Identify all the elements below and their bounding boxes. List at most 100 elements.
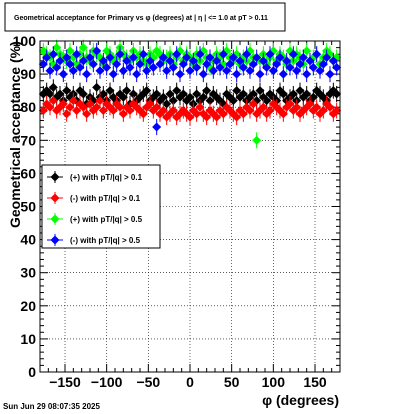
- data-point: [218, 49, 228, 59]
- data-point: [238, 109, 248, 119]
- data-point: [192, 89, 202, 99]
- data-point: [75, 62, 85, 72]
- data-point: [158, 92, 168, 102]
- data-point: [282, 56, 292, 66]
- data-point: [302, 46, 312, 56]
- legend-label: (-) with pT/|q| > 0.1: [70, 194, 141, 203]
- legend-marker: [50, 214, 60, 224]
- data-point: [85, 99, 95, 109]
- y-tick-label: 70: [20, 132, 36, 148]
- data-point: [188, 56, 198, 66]
- data-point: [128, 53, 138, 63]
- data-point: [168, 62, 178, 72]
- legend: (+) with pT/|q| > 0.1 (-) with pT/|q| > 0…: [41, 164, 161, 249]
- legend-marker: [50, 235, 60, 245]
- data-point: [98, 89, 108, 99]
- data-point: [55, 89, 65, 99]
- data-point: [332, 89, 342, 99]
- data-point: [258, 56, 268, 66]
- data-point: [45, 66, 55, 76]
- data-point: [138, 49, 148, 59]
- data-point: [202, 112, 212, 122]
- data-point: [92, 46, 102, 56]
- legend-marker: [50, 172, 60, 182]
- data-point: [55, 56, 65, 66]
- grid-layer: [40, 41, 340, 372]
- data-point: [42, 53, 52, 63]
- data-point: [248, 59, 258, 69]
- data-point: [268, 66, 278, 76]
- data-point: [228, 96, 238, 106]
- data-point: [315, 66, 325, 76]
- data-point: [242, 49, 252, 59]
- data-point: [92, 82, 102, 92]
- data-point: [142, 86, 152, 96]
- legend-label: (+) with pT/|q| > 0.1: [70, 173, 143, 182]
- data-point: [138, 109, 148, 119]
- data-point: [118, 109, 128, 119]
- data-point: [302, 89, 312, 99]
- data-point: [308, 62, 318, 72]
- data-point: [52, 62, 62, 72]
- legend-entry-3: (+) with pT/|q| > 0.5: [47, 213, 143, 225]
- data-point: [158, 106, 168, 116]
- data-point: [265, 49, 275, 59]
- x-tick-label: −100: [91, 374, 123, 390]
- data-point: [172, 86, 182, 96]
- data-point: [152, 89, 162, 99]
- data-point: [78, 102, 88, 112]
- data-point: [275, 53, 285, 63]
- data-point: [95, 96, 105, 106]
- data-point: [125, 106, 135, 116]
- data-point: [95, 66, 105, 76]
- data-point: [65, 102, 75, 112]
- data-point: [115, 102, 125, 112]
- data-point: [38, 106, 48, 116]
- data-point: [152, 122, 162, 132]
- data-point: [182, 53, 192, 63]
- data-point: [318, 106, 328, 116]
- data-point: [202, 59, 212, 69]
- data-point: [292, 102, 302, 112]
- data-point: [332, 62, 342, 72]
- data-point: [58, 99, 68, 109]
- data-point: [225, 59, 235, 69]
- y-tick-label: 100: [13, 33, 37, 49]
- data-point: [198, 92, 208, 102]
- data-point: [172, 49, 182, 59]
- data-point: [272, 59, 282, 69]
- legend-entry-1: (+) with pT/|q| > 0.1: [47, 171, 143, 183]
- data-point: [118, 92, 128, 102]
- data-point: [262, 62, 272, 72]
- data-point: [78, 56, 88, 66]
- data-point: [325, 69, 335, 79]
- data-point: [252, 53, 262, 63]
- data-point: [92, 102, 102, 112]
- data-point: [278, 69, 288, 79]
- data-point: [195, 102, 205, 112]
- y-tick-label: 10: [20, 331, 36, 347]
- data-point: [168, 106, 178, 116]
- data-point: [68, 96, 78, 106]
- data-point: [295, 59, 305, 69]
- data-point: [158, 53, 168, 63]
- data-point: [305, 99, 315, 109]
- data-point: [82, 69, 92, 79]
- data-point: [145, 99, 155, 109]
- data-point: [318, 59, 328, 69]
- x-tick-label: 50: [224, 374, 240, 390]
- data-point: [112, 59, 122, 69]
- data-point: [295, 86, 305, 96]
- legend-box: [41, 164, 161, 249]
- data-point: [278, 89, 288, 99]
- data-point: [215, 62, 225, 72]
- x-axis-title: φ (degrees): [262, 392, 339, 408]
- data-point: [48, 96, 58, 106]
- data-point: [65, 59, 75, 69]
- data-point: [168, 96, 178, 106]
- tick-label-layer: −150 −100 −50 0 50 100 150 0 10 20 30 40 50 60 70 80 90 1…: [13, 33, 327, 390]
- data-point: [48, 82, 58, 92]
- data-point: [45, 89, 55, 99]
- data-point: [178, 89, 188, 99]
- data-point: [72, 106, 82, 116]
